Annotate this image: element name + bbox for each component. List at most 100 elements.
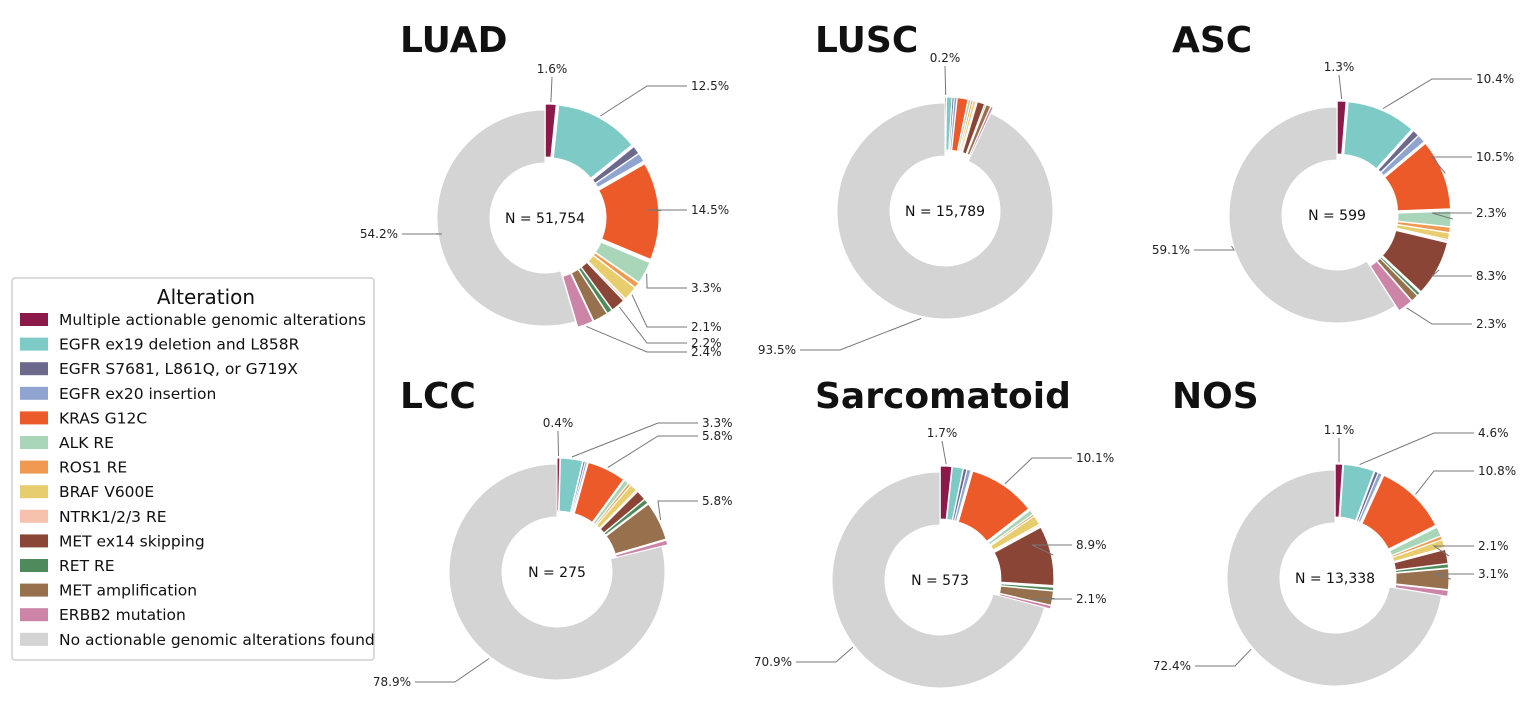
legend-label: EGFR S7681, L861Q, or G719X [59,360,298,378]
slice-percent-label: 10.4% [1476,72,1514,86]
donut-slice [598,163,660,261]
legend-swatch [20,632,48,646]
leader-line [1432,545,1474,557]
donut-slice [1226,469,1443,687]
donut-slice [953,468,972,522]
slice-percent-label: 12.5% [691,79,729,93]
legend-label: EGFR ex19 deletion and L858R [59,336,300,354]
center-label: N = 13,338 [1295,571,1375,587]
slice-percent-label: 93.5% [758,343,796,357]
legend: Alteration Multiple actionable genomic a… [11,277,375,661]
legend-label: No actionable genomic alterations found [59,631,375,649]
donut-panel: LUSC N = 15,789 0.2% 93.5% [758,20,1054,357]
center-label: N = 275 [528,565,586,581]
donut-panel: ASC N = 599 1.3% 10.4% 10.5% 2.3% 8.3% 2.3% 59.1… [1152,20,1514,331]
slice-percent-label: 2.3% [1476,317,1507,331]
leader-line [586,325,687,353]
leader-line [944,65,947,96]
leader-line [1004,457,1072,485]
center-label: N = 15,789 [905,204,985,220]
leader-line [550,76,553,103]
legend-swatch [20,583,48,597]
legend-label: EGFR ex20 insertion [59,385,216,403]
slice-percent-label: 5.8% [702,429,733,443]
slice-percent-label: 4.6% [1478,426,1509,440]
leader-line [1359,432,1474,466]
leader-line [657,500,698,520]
leader-line [557,430,559,457]
slice-percent-label: 2.1% [1076,592,1107,606]
slice-percent-label: 78.9% [373,675,411,689]
legend-label: ERBB2 mutation [59,606,186,624]
panel-title: ASC [1172,20,1252,61]
donut-panel: NOS N = 13,338 1.1% 4.6% 10.8% 2.1% 3.1% 72.4% [1153,376,1516,687]
slice-percent-label: 2.2% [691,336,722,350]
slice-percent-label: 10.1% [1076,451,1114,465]
donut-slice [580,261,625,311]
panel-title: NOS [1172,376,1259,417]
legend-swatch [20,386,48,400]
slice-percent-label: 3.3% [702,416,733,430]
legend-title: Alteration [157,285,255,309]
donut-slice [570,268,608,322]
slice-percent-label: 54.2% [360,227,398,241]
leader-line [607,435,698,469]
donut-slice [436,109,577,327]
leader-line [600,85,687,117]
legend-label: ALK RE [59,434,114,452]
donut-slice [957,470,1030,543]
leader-line [1430,156,1472,174]
legend-swatch [20,485,48,499]
legend-swatch [20,313,48,326]
legend-swatch [20,337,48,351]
slice-percent-label: 10.5% [1476,150,1514,164]
legend-label: NTRK1/2/3 RE [59,508,167,526]
donut-slice [594,241,651,284]
legend-label: KRAS G12C [59,409,147,427]
leader-line [631,294,687,328]
slice-percent-label: 72.4% [1153,659,1191,673]
legend-swatch [20,411,48,425]
donut-slice [1380,134,1425,177]
slice-percent-label: 70.9% [754,655,792,669]
slice-percent-label: 1.3% [1324,60,1355,74]
panel-title: Sarcomatoid [815,376,1071,417]
donut-slice [1361,474,1437,550]
donut-slice [594,152,645,189]
donut-slice [1376,257,1419,302]
donut-slice [544,103,557,158]
panel-title: LUAD [400,20,508,61]
leader-line [571,422,698,458]
leader-line [1406,307,1472,325]
leader-line [1338,74,1343,100]
legend-swatch [20,608,48,622]
donut-slice [592,252,640,289]
leader-line [800,317,922,351]
leader-line [1031,598,1072,600]
legend-swatch [20,534,48,548]
legend-swatch [20,559,48,572]
legend-label: MET ex14 skipping [59,532,205,550]
leader-line [619,306,687,344]
donut-slice [836,102,1054,320]
slice-percent-label: 0.4% [543,416,574,430]
legend-label: MET amplification [59,582,197,600]
donut-panel: Sarcomatoid N = 573 1.7% 10.1% 8.9% 2.1% 70.9% [754,376,1114,689]
slice-percent-label: 2.3% [1476,206,1507,220]
legend-label: ROS1 RE [59,459,127,477]
donut-slice [1343,101,1413,170]
slice-percent-label: 3.3% [691,281,722,295]
donut-slice [605,503,667,555]
center-label: N = 599 [1308,208,1366,224]
slice-percent-label: 1.7% [927,426,958,440]
slice-percent-label: 8.9% [1076,538,1107,552]
donut-slice [993,526,1055,587]
leader-line [1431,212,1472,220]
donut-slice [1334,463,1344,518]
legend-swatch [20,460,48,474]
donut-slice [1394,563,1450,574]
leader-line [1031,544,1072,556]
center-label: N = 51,754 [505,211,585,227]
slice-percent-label: 0.2% [930,51,961,65]
